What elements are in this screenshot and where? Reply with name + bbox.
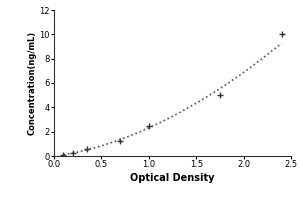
X-axis label: Optical Density: Optical Density [130, 173, 215, 183]
Y-axis label: Concentration(ng/mL): Concentration(ng/mL) [28, 31, 37, 135]
